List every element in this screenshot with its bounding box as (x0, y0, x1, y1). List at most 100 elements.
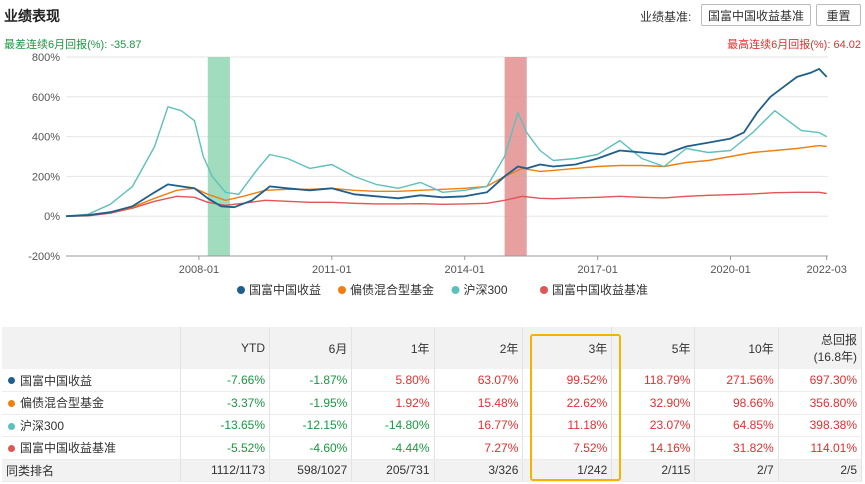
header-total-label: 总回报 (820, 333, 857, 347)
value-cell: 31.82% (694, 436, 779, 460)
rank-row: 同类排名 1112/1173 598/1027 205/731 3/326 1/242 2/… (2, 459, 863, 482)
value-cell: 64.85% (694, 414, 779, 437)
row-name: 沪深300 (20, 418, 65, 433)
value-cell: -4.44% (351, 436, 435, 460)
value-cell: -1.87% (269, 369, 353, 392)
row-color-dot (8, 422, 15, 430)
value-cell: 15.48% (434, 391, 524, 415)
section-title: 业绩表现 (4, 8, 60, 24)
value-cell: 7.27% (434, 436, 524, 460)
header-cell-name (2, 327, 181, 369)
value-cell: -13.65% (180, 414, 271, 437)
row-color-dot (8, 400, 15, 408)
rank-cell: 2/7 (694, 459, 779, 482)
value-cell: -5.52% (180, 436, 271, 460)
value-cell: -3.37% (180, 391, 271, 415)
legend-label-category: 偏债混合型基金 (350, 282, 434, 297)
benchmark-select-button[interactable]: 国富中国收益基准 (701, 4, 811, 26)
legend-marker-hs300 (451, 286, 460, 294)
table-header-row: YTD 6月 1年 2年 3年 5年 10年 总回报 (16.8年) (2, 327, 863, 369)
x-tick-label: 2020-01 (710, 264, 750, 276)
row-name: 国富中国收益基准 (20, 441, 117, 456)
rank-cell: 2/5 (778, 459, 863, 482)
value-cell: -7.66% (180, 369, 271, 392)
y-tick-label: 200% (32, 171, 60, 183)
value-cell: 114.01% (778, 436, 863, 460)
value-cell: 98.66% (694, 391, 779, 415)
value-cell: 16.77% (434, 414, 524, 437)
value-cell: 63.07% (434, 369, 524, 392)
legend-marker-fund (237, 286, 245, 294)
y-tick-label: 0% (44, 211, 60, 223)
rank-cell: 205/731 (351, 459, 435, 482)
row-color-dot (8, 445, 15, 453)
value-cell: 1.92% (351, 391, 435, 415)
best-6m-return: 最高连续6月回报(%): 64.02 (727, 39, 861, 51)
legend-marker-benchmark (540, 286, 548, 294)
table-row: 沪深300 -13.65% -12.15% -14.80% 16.77% 11.18% 23… (2, 414, 863, 437)
value-cell: 11.18% (522, 414, 613, 437)
legend-label-fund: 国富中国收益 (249, 282, 321, 297)
table-row: 偏债混合型基金 -3.37% -1.95% 1.92% 15.48% 22.62% 32.9… (2, 391, 863, 415)
row-name-cell: 偏债混合型基金 (2, 391, 181, 415)
header-cell-5y: 5年 (611, 327, 696, 369)
y-tick-label: 800% (32, 52, 60, 64)
header-cell-1y: 1年 (351, 327, 435, 369)
value-cell: 118.79% (611, 369, 696, 392)
header-cell-ytd: YTD (180, 327, 271, 369)
reset-button[interactable]: 重置 (816, 4, 861, 26)
value-cell: 398.38% (778, 414, 863, 437)
rank-label: 同类排名 (2, 459, 181, 482)
benchmark-label: 业绩基准: (640, 10, 692, 24)
rank-cell: 3/326 (434, 459, 524, 482)
value-cell: -12.15% (269, 414, 353, 437)
rank-cell: 1/242 (522, 459, 613, 482)
series-line-fund (65, 68, 828, 218)
performance-chart: -200% 0% 200% 400% 600% 800% 2008-01 2011-01 201… (28, 52, 847, 297)
header: 业绩表现 业绩基准: 国富中国收益基准 重置 (0, 0, 865, 30)
header-cell-3y: 3年 (522, 327, 613, 369)
series-line-hs300 (65, 106, 828, 217)
x-tick-label: 2011-01 (312, 264, 352, 276)
value-cell: 697.30% (778, 369, 863, 392)
value-cell: 99.52% (522, 369, 613, 392)
performance-table: YTD 6月 1年 2年 3年 5年 10年 总回报 (16.8年) 国富中国收… (2, 327, 863, 482)
header-total-period: (16.8年) (813, 350, 857, 364)
header-cell-total: 总回报 (16.8年) (778, 327, 863, 369)
legend-label-hs300: 沪深300 (464, 283, 508, 297)
value-cell: 22.62% (522, 391, 613, 415)
legend-marker-category (338, 286, 346, 294)
value-cell: 32.90% (611, 391, 696, 415)
row-name-cell: 沪深300 (2, 414, 181, 437)
rank-cell: 1112/1173 (180, 459, 271, 482)
x-tick-label: 2008-01 (179, 264, 219, 276)
value-cell: -14.80% (351, 414, 435, 437)
row-color-dot (8, 377, 15, 385)
rank-cell: 598/1027 (269, 459, 353, 482)
value-cell: 5.80% (351, 369, 435, 392)
header-cell-10y: 10年 (694, 327, 779, 369)
row-name: 国富中国收益 (20, 373, 93, 388)
value-cell: 271.56% (694, 369, 779, 392)
x-tick-label: 2014-01 (445, 264, 485, 276)
y-tick-label: 400% (32, 132, 60, 144)
table-row: 国富中国收益基准 -5.52% -4.60% -4.44% 7.27% 7.52% 14.1… (2, 436, 863, 460)
row-name-cell: 国富中国收益基准 (2, 436, 181, 460)
series-line-category (65, 144, 827, 217)
header-cell-6m: 6月 (269, 327, 353, 369)
y-tick-label: 600% (32, 92, 60, 104)
worst-6m-return: 最差连续6月回报(%): -35.87 (4, 39, 142, 51)
value-cell: 14.16% (611, 436, 696, 460)
header-cell-2y: 2年 (434, 327, 524, 369)
table-row: 国富中国收益 -7.66% -1.87% 5.80% 63.07% 99.52% 118.7… (2, 369, 863, 392)
series-line-benchmark (65, 191, 827, 217)
value-cell: 356.80% (778, 391, 863, 415)
worst-period-band (207, 57, 230, 256)
row-name: 偏债混合型基金 (20, 396, 105, 411)
value-cell: 23.07% (611, 414, 696, 437)
y-tick-label: -200% (28, 251, 60, 263)
value-cell: 7.52% (522, 436, 613, 460)
value-cell: -1.95% (269, 391, 353, 415)
x-tick-label: 2017-01 (577, 264, 617, 276)
legend-label-benchmark: 国富中国收益基准 (552, 282, 648, 297)
